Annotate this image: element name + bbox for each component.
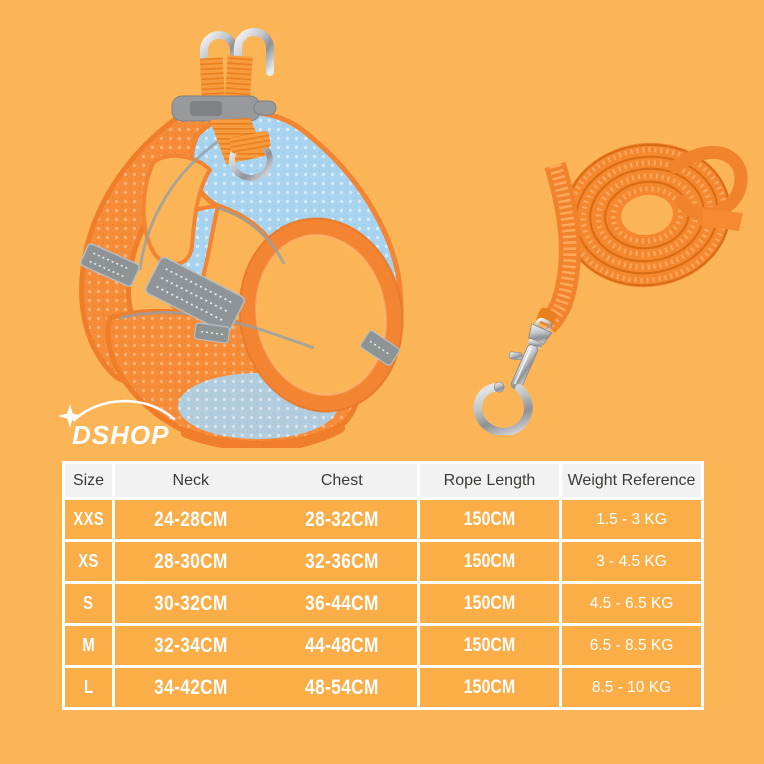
column-header-neck: Neck: [112, 461, 267, 500]
chest-value: 48-54CM: [304, 675, 379, 699]
d-ring-icon: [234, 28, 274, 76]
neck-value: 30-32CM: [153, 591, 228, 615]
size-chart: Size Neck Chest Rope Length Weight Refer…: [62, 461, 704, 710]
cell-weight: 1.5 - 3 KG: [559, 497, 704, 542]
cell-neck: 24-28CM: [112, 497, 267, 542]
cell-rope: 150CM: [417, 497, 562, 542]
cell-chest: 32-36CM: [266, 539, 420, 584]
column-header-chest: Chest: [266, 461, 420, 500]
leash-handle-loop: [668, 145, 748, 221]
rope-value: 150CM: [463, 550, 516, 572]
column-header-weight: Weight Reference: [559, 461, 704, 500]
size-chart-table: Size Neck Chest Rope Length Weight Refer…: [62, 461, 704, 710]
neck-value: 28-30CM: [153, 549, 228, 573]
table-row: S 30-32CM 36-44CM 150CM 4.5 - 6.5 KG: [62, 581, 704, 626]
cell-size: XXS: [62, 497, 115, 542]
harness-bottom-trim: [181, 423, 345, 448]
column-header-size: Size: [62, 461, 115, 500]
cell-weight: 6.5 - 8.5 KG: [559, 623, 704, 668]
cell-chest: 36-44CM: [266, 581, 420, 626]
table-row: M 32-34CM 44-48CM 150CM 6.5 - 8.5 KG: [62, 623, 704, 668]
table-row: L 34-42CM 48-54CM 150CM 8.5 - 10 KG: [62, 665, 704, 710]
table-row: XS 28-30CM 32-36CM 150CM 3 - 4.5 KG: [62, 539, 704, 584]
snap-hook: [473, 307, 557, 435]
cell-weight: 3 - 4.5 KG: [559, 539, 704, 584]
cell-size: S: [62, 581, 115, 626]
cell-rope: 150CM: [417, 623, 562, 668]
neck-value: 24-28CM: [153, 507, 228, 531]
cell-chest: 48-54CM: [266, 665, 420, 710]
cell-chest: 28-32CM: [266, 497, 420, 542]
leash-tail: [701, 209, 743, 231]
rope-value: 150CM: [463, 592, 516, 614]
cell-chest: 44-48CM: [266, 623, 420, 668]
cell-neck: 32-34CM: [112, 623, 267, 668]
header-row: Size Neck Chest Rope Length Weight Refer…: [62, 461, 704, 500]
cell-rope: 150CM: [417, 665, 562, 710]
size-value: L: [83, 677, 94, 697]
size-value: S: [83, 593, 94, 613]
rope-value: 150CM: [463, 634, 516, 656]
brand-logo: DSHOP: [58, 399, 176, 450]
cell-size: M: [62, 623, 115, 668]
leash-product-image: [473, 142, 748, 435]
cell-rope: 150CM: [417, 539, 562, 584]
cell-weight: 8.5 - 10 KG: [559, 665, 704, 710]
rope-value: 150CM: [463, 508, 516, 530]
swoosh-arc-icon: [72, 399, 176, 422]
chest-value: 36-44CM: [304, 591, 379, 615]
size-value: XS: [78, 551, 99, 571]
neck-value: 34-42CM: [153, 675, 228, 699]
table-row: XXS 24-28CM 28-32CM 150CM 1.5 - 3 KG: [62, 497, 704, 542]
cell-size: L: [62, 665, 115, 710]
cell-rope: 150CM: [417, 581, 562, 626]
chest-value: 32-36CM: [304, 549, 379, 573]
cell-neck: 28-30CM: [112, 539, 267, 584]
chest-value: 28-32CM: [304, 507, 379, 531]
leash-strap: [539, 161, 581, 333]
neck-value: 32-34CM: [153, 633, 228, 657]
d-ring-icon: [200, 31, 238, 72]
star-icon: [58, 404, 82, 428]
column-header-rope: Rope Length: [417, 461, 562, 500]
harness-product-image: [79, 28, 404, 448]
cell-size: XS: [62, 539, 115, 584]
rope-value: 150CM: [463, 676, 516, 698]
reflective-strips: [80, 243, 400, 366]
size-value: XXS: [73, 509, 104, 529]
harness-top-hardware: [171, 28, 277, 181]
cell-weight: 4.5 - 6.5 KG: [559, 581, 704, 626]
cell-neck: 34-42CM: [112, 665, 267, 710]
brand-logo-text: DSHOP: [72, 420, 169, 450]
size-value: M: [82, 635, 95, 655]
cell-neck: 30-32CM: [112, 581, 267, 626]
chest-value: 44-48CM: [304, 633, 379, 657]
